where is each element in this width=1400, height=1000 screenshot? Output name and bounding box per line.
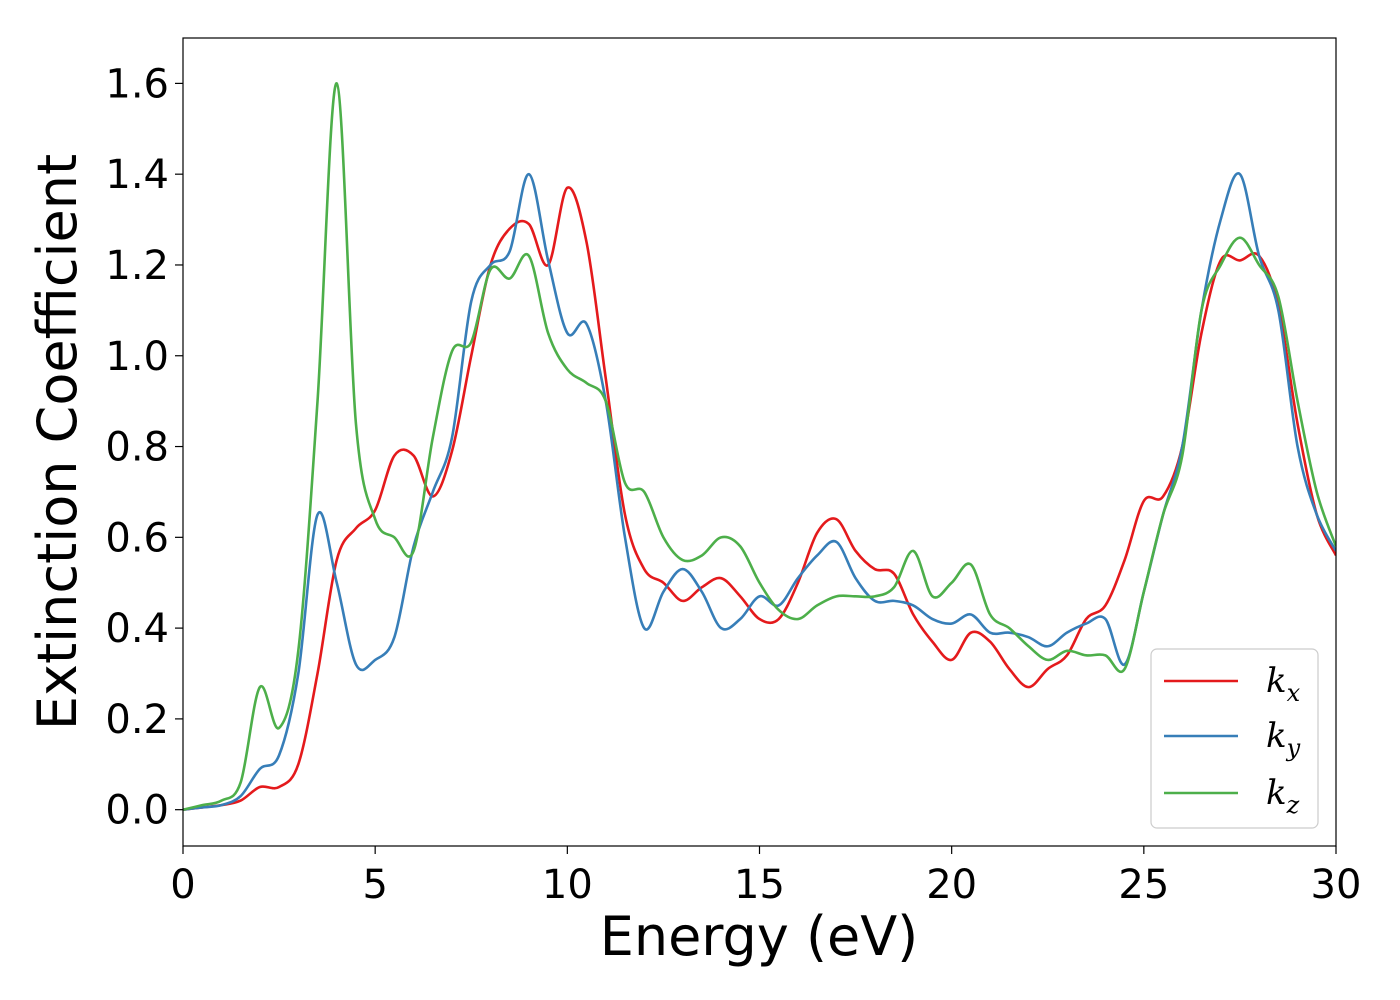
x-tick-label: 25 <box>1118 862 1169 908</box>
x-tick-label: 5 <box>362 862 387 908</box>
y-tick-label: 1.4 <box>105 152 169 198</box>
y-tick-label: 0.6 <box>105 515 169 561</box>
x-tick-label: 20 <box>926 862 977 908</box>
y-axis-label: Extinction Coefficient <box>26 154 89 730</box>
legend-label-subscript: x <box>1287 679 1301 707</box>
y-tick-label: 0.0 <box>105 788 169 834</box>
legend-box <box>1150 648 1319 829</box>
series-line-kz <box>183 82 1336 811</box>
y-tick-label: 1.2 <box>105 243 169 289</box>
y-tick-label: 0.4 <box>105 606 169 652</box>
legend-label-kz: kz <box>1266 773 1300 819</box>
legend-label-subscript: y <box>1286 734 1301 762</box>
x-axis: 0 5 10 15 20 25 30 <box>170 846 1361 908</box>
legend-label-subscript: z <box>1286 791 1300 819</box>
y-tick-label: 0.8 <box>105 425 169 471</box>
legend-label-base: k <box>1266 773 1287 813</box>
legend-label-ky: ky <box>1266 716 1301 762</box>
x-tick-label: 0 <box>170 862 195 908</box>
x-axis-label: Energy (eV) <box>600 905 919 968</box>
legend-label-base: k <box>1266 661 1287 701</box>
legend-label-base: k <box>1266 716 1287 756</box>
x-tick-label: 15 <box>734 862 785 908</box>
x-tick-label: 10 <box>542 862 593 908</box>
series-layer <box>183 82 1336 811</box>
y-axis: 0.0 0.2 0.4 0.6 0.8 1.0 1.2 1.4 1.6 <box>105 61 183 834</box>
x-tick-label: 30 <box>1311 862 1362 908</box>
y-tick-label: 0.2 <box>105 697 169 743</box>
y-tick-label: 1.6 <box>105 61 169 107</box>
legend-label-kx: kx <box>1266 661 1301 707</box>
y-tick-label: 1.0 <box>105 334 169 380</box>
